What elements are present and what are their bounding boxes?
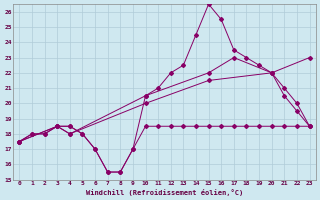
- X-axis label: Windchill (Refroidissement éolien,°C): Windchill (Refroidissement éolien,°C): [86, 189, 243, 196]
